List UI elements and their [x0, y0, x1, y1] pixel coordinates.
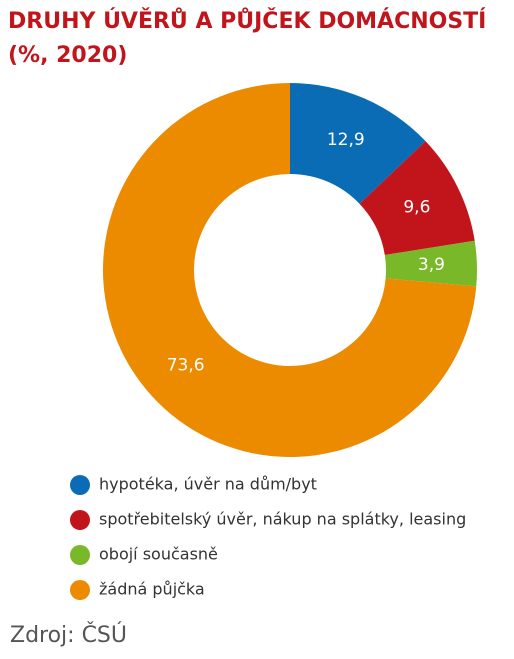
data-label: 3,9: [418, 255, 445, 275]
legend-label: spotřebitelský úvěr, nákup na splátky, l…: [99, 510, 466, 529]
donut-slice: [290, 83, 426, 204]
data-label: 73,6: [167, 356, 205, 376]
legend-label: hypotéka, úvěr na dům/byt: [99, 475, 317, 494]
source: Zdroj: ČSÚ: [10, 622, 127, 648]
legend-marker: [70, 510, 90, 530]
data-label: 12,9: [327, 130, 365, 150]
chart-subtitle: (%, 2020): [8, 43, 127, 68]
data-label: 9,6: [403, 197, 430, 217]
chart-title: DRUHY ÚVĚRŮ A PŮJČEK DOMÁCNOSTÍ: [8, 8, 486, 34]
legend-marker: [70, 545, 90, 565]
donut-slice: [384, 240, 477, 287]
legend-label: žádná půjčka: [99, 580, 205, 599]
donut-slice: [103, 83, 477, 458]
legend-marker: [70, 580, 90, 600]
legend-label: obojí současně: [99, 545, 218, 564]
legend-marker: [70, 475, 90, 495]
donut-slice: [359, 141, 475, 255]
